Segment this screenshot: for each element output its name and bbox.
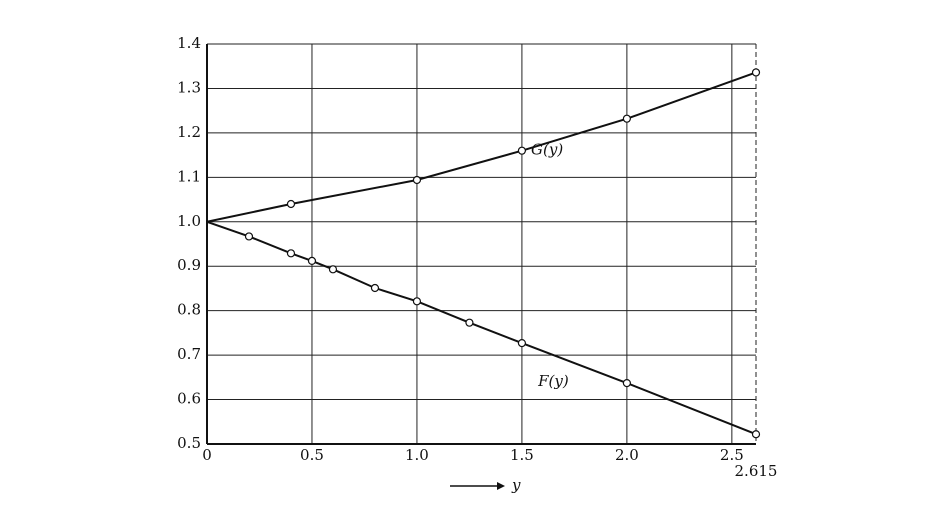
data-point <box>307 256 317 265</box>
data-point <box>286 249 296 258</box>
data-point <box>286 199 296 209</box>
x-tick-label: 0.5 <box>300 446 324 464</box>
x-tick-label: 1.5 <box>510 446 534 464</box>
data-point <box>465 318 474 327</box>
data-point <box>622 379 631 388</box>
data-point <box>328 265 338 274</box>
y-tick-label: 0.6 <box>177 390 201 408</box>
data-point <box>622 114 631 123</box>
x-tick-label: 1.0 <box>405 446 429 464</box>
data-point <box>751 430 761 439</box>
y-tick-label: 1.1 <box>177 167 201 185</box>
data-point <box>412 175 422 185</box>
y-tick-label: 1.0 <box>177 212 201 230</box>
data-point <box>517 146 527 155</box>
series-label: G(y) <box>531 141 563 159</box>
x-tick-label: 0 <box>202 446 212 464</box>
arrow-head <box>497 482 505 490</box>
x-axis-label: y <box>511 476 521 494</box>
y-tick-label: 1.3 <box>177 78 201 96</box>
y-tick-label: 1.2 <box>177 123 201 141</box>
x-tick-label: 2.5 <box>720 446 744 464</box>
y-tick-label: 0.8 <box>177 301 201 319</box>
series-line <box>206 71 757 223</box>
data-point <box>412 297 422 306</box>
y-tick-label: 1.4 <box>177 34 201 52</box>
y-tick-label: 0.5 <box>177 434 201 452</box>
data-point <box>370 283 380 293</box>
x-tick-label: 2.0 <box>615 446 639 464</box>
y-tick-label: 0.7 <box>177 345 201 363</box>
data-point <box>244 232 254 241</box>
data-point <box>751 68 761 77</box>
data-point <box>517 339 527 348</box>
series-label: F(y) <box>537 372 569 390</box>
x-tick-label: 2.615 <box>735 462 778 480</box>
y-tick-label: 0.9 <box>177 256 201 274</box>
